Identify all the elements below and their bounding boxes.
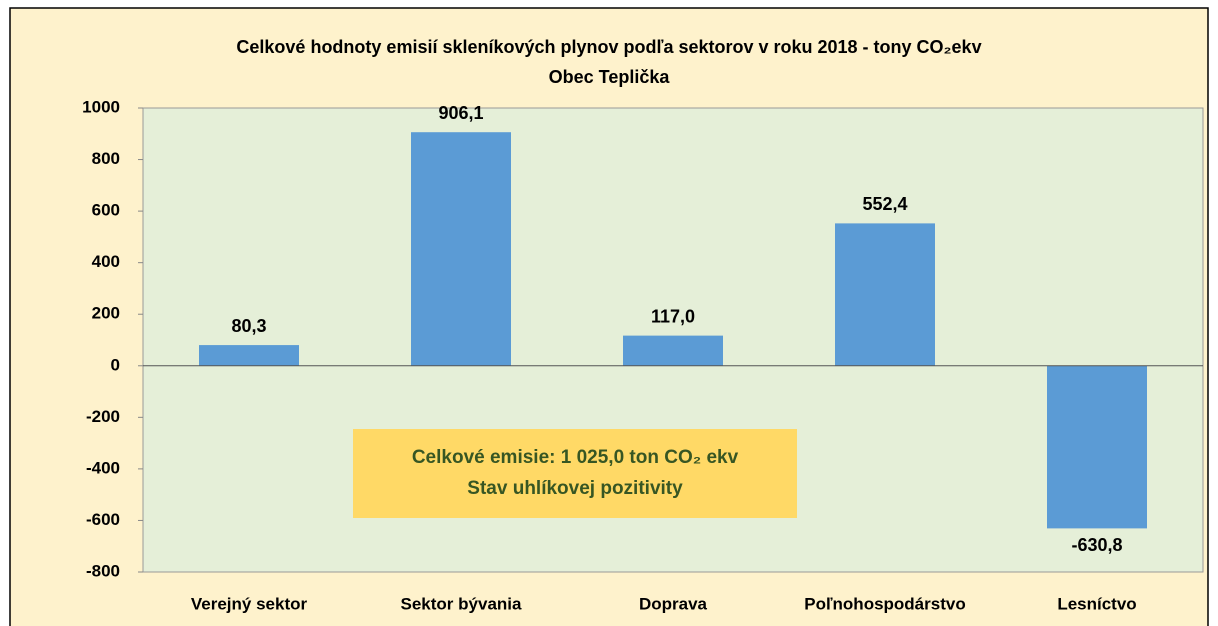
x-tick-label: Verejný sektor	[191, 594, 308, 613]
annotation: Stav uhlíkovej pozitivity	[467, 478, 683, 499]
y-tick-label: -200	[86, 407, 120, 426]
bar	[199, 345, 299, 366]
chart-subtitle: Obec Teplička	[549, 67, 671, 87]
y-tick-label: 1000	[82, 97, 120, 116]
y-tick-label: -800	[86, 561, 120, 580]
bar	[411, 132, 511, 366]
data-label: 80,3	[231, 316, 266, 336]
x-tick-label: Sektor bývania	[401, 594, 522, 613]
y-tick-label: 600	[92, 201, 120, 220]
bar	[1047, 365, 1147, 529]
data-label: 552,4	[862, 194, 907, 214]
y-tick-label: 400	[92, 252, 120, 271]
chart-title: Celkové hodnoty emisií skleníkových plyn…	[236, 37, 981, 57]
y-tick-label: -600	[86, 510, 120, 529]
x-tick-label: Lesníctvo	[1057, 594, 1136, 613]
data-label: 117,0	[651, 306, 695, 326]
y-tick-label: 0	[111, 355, 120, 374]
annotation-box	[353, 429, 797, 518]
y-tick-label: 200	[92, 304, 120, 323]
y-tick-label: 800	[92, 149, 120, 168]
x-tick-label: Poľnohospodárstvo	[804, 594, 965, 613]
data-label: -630,8	[1071, 535, 1122, 555]
bar	[835, 223, 935, 366]
data-label: 906,1	[438, 103, 483, 123]
bar	[623, 335, 723, 366]
annotation: Celkové emisie: 1 025,0 ton CO₂ ekv	[412, 447, 739, 468]
x-tick-label: Doprava	[639, 594, 708, 613]
y-tick-label: -400	[86, 458, 120, 477]
